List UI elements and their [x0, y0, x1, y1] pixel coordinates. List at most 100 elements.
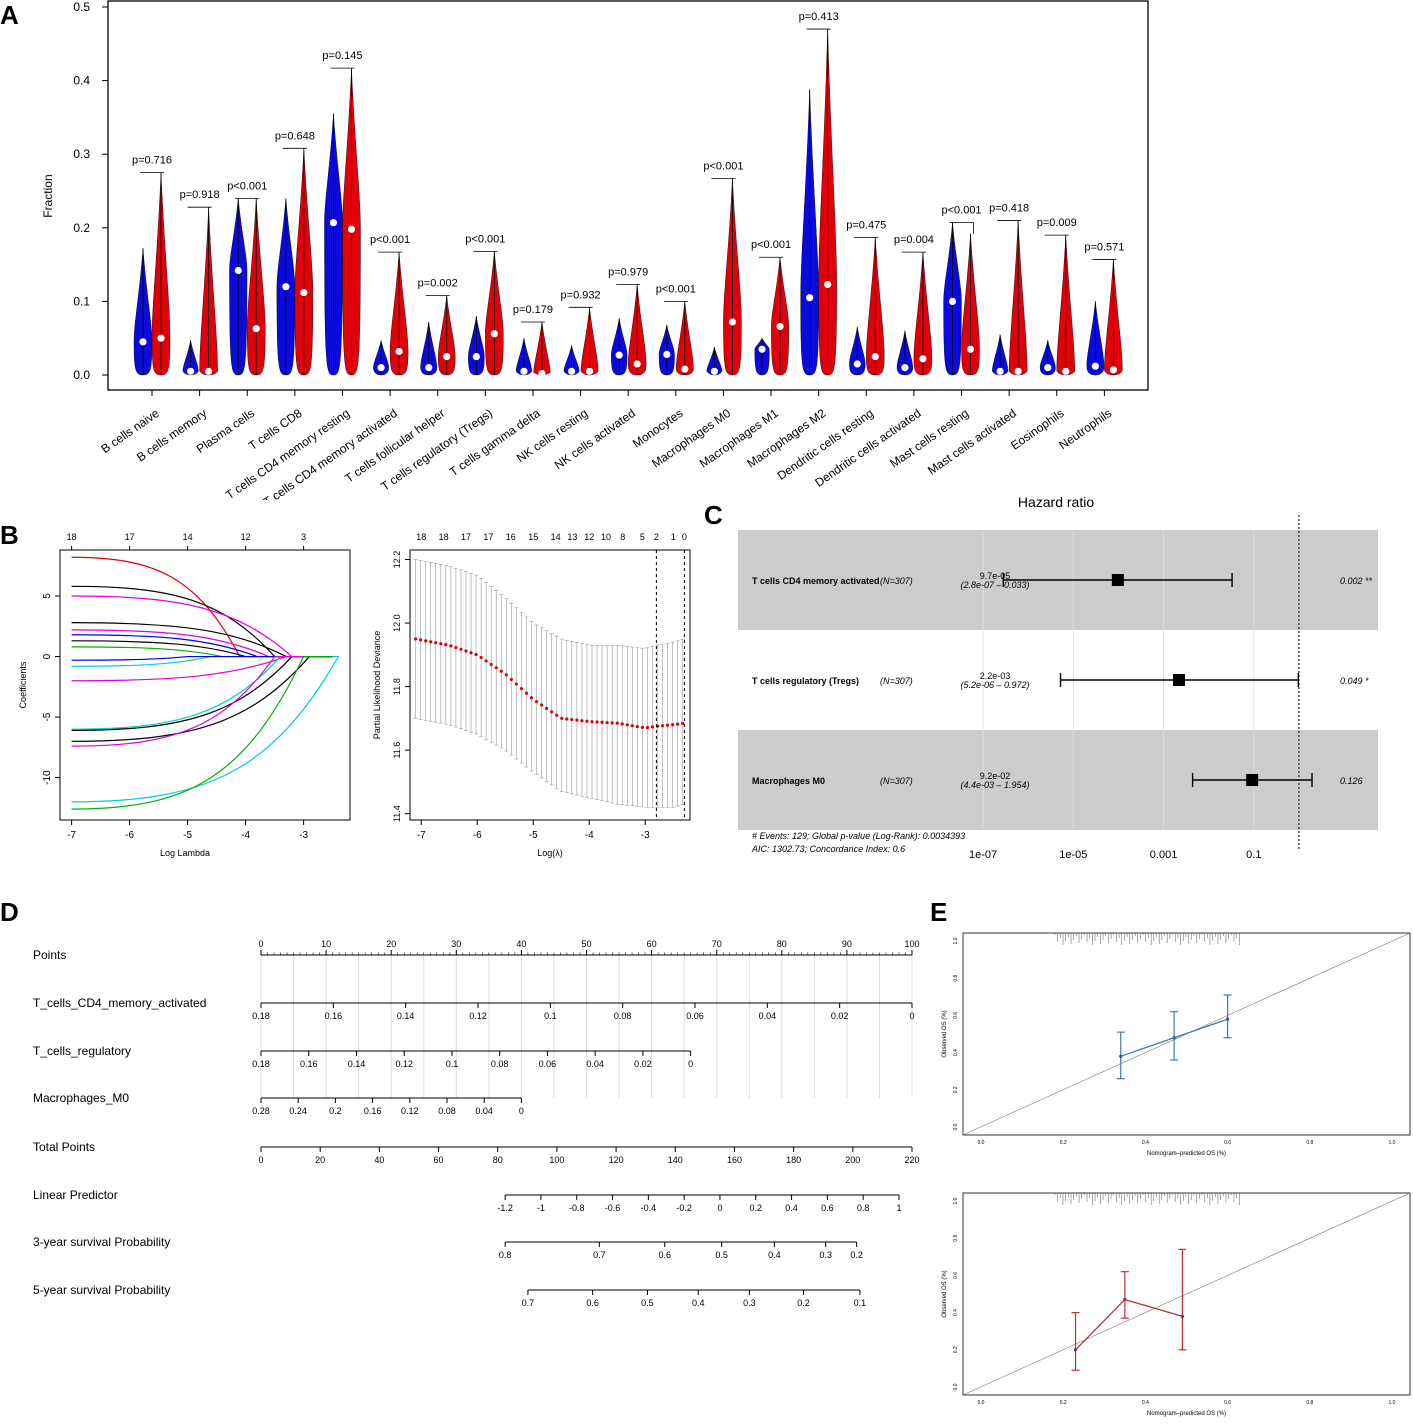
pvalue-label: p=0.145: [322, 50, 362, 62]
row-p: 0.049 *: [1340, 676, 1369, 686]
coef-path-cyan1: [71, 655, 333, 667]
pvalue-label: p=0.716: [132, 155, 172, 167]
pvalue-label: p=0.571: [1084, 241, 1124, 253]
pvalue-label: p<0.001: [703, 160, 743, 172]
top-axis-label: 1: [671, 532, 676, 542]
coef-path-green1: [71, 646, 333, 658]
x-tick-label: Neutrophils: [1056, 406, 1114, 452]
pvalue-label: p=0.648: [275, 130, 315, 142]
violin-median-point: [1014, 367, 1022, 375]
top-axis-label: 18: [439, 532, 449, 542]
x-tick-label: 0.0: [978, 1400, 985, 1406]
axis-tick-label: 0.28: [252, 1106, 270, 1116]
x-tick-label: -5: [529, 830, 538, 841]
cv-point: [610, 721, 614, 725]
row-label: Linear Predictor: [33, 1188, 118, 1202]
violin-median-point: [663, 350, 671, 358]
y-tick-label: 0.0: [953, 1383, 959, 1390]
cv-point: [519, 687, 524, 691]
calibration-line: [1075, 1298, 1183, 1351]
coef-path-magenta3: [71, 655, 333, 682]
coef-path-black1: [71, 585, 333, 658]
row-hr: 2.2e-03: [980, 671, 1011, 681]
lasso-cv-chart: -7 -6 -5 -4 -311.411.611.812.012.218 18 17 17 16…: [372, 532, 691, 858]
cv-point: [580, 719, 584, 723]
x-tick-label: 0.6: [1224, 1400, 1231, 1406]
y-tick-label: 5: [42, 593, 53, 599]
hr-marker: [1173, 674, 1186, 686]
cv-point: [484, 659, 488, 663]
axis-tick-label: 0.5: [641, 1298, 654, 1308]
violin-median-point: [205, 367, 213, 375]
axis-tick-label: 0.24: [289, 1106, 307, 1116]
axis-tick-label: 20: [386, 939, 396, 949]
pvalue-label: p=0.475: [846, 219, 886, 231]
cv-point: [555, 713, 559, 717]
cv-point: [424, 639, 428, 643]
axis-tick-label: 0.6: [821, 1203, 834, 1213]
y-tick-label: 1.0: [953, 937, 959, 944]
top-axis-label: 8: [620, 532, 625, 542]
y-tick-label: 0: [42, 653, 53, 659]
violin-median-point: [157, 334, 165, 342]
cv-point: [635, 724, 639, 729]
panel-label-b: B: [0, 520, 19, 550]
axis-tick-label: 0: [258, 1155, 263, 1165]
row-p: 0.126: [1340, 776, 1363, 786]
axis-tick-label: 70: [712, 939, 722, 949]
axis-tick-label: 0.8: [857, 1203, 870, 1213]
violin-median-point: [806, 294, 814, 302]
cv-point: [429, 640, 433, 644]
row-label: T cells CD4 memory activated: [752, 576, 880, 586]
x-tick-label: 1.0: [1389, 1140, 1396, 1146]
cv-point: [575, 718, 579, 722]
y-tick-label: 1.0: [953, 1197, 959, 1204]
axis-tick-label: -1.2: [497, 1203, 513, 1213]
row-n: (N=307): [880, 676, 913, 686]
x-axis-label: Nomogram–predicted OS (%): [1147, 1151, 1226, 1157]
axis-tick-label: 0.02: [634, 1059, 652, 1069]
violin-median-point: [728, 318, 737, 326]
x-tick-label: T cells gamma delta: [447, 406, 543, 479]
violin-median-point: [282, 283, 290, 291]
violin-median-point: [329, 219, 338, 227]
x-tick-label: -3: [641, 830, 650, 841]
forest-plot: Hazard ratio 1e-07 1e-05 0.001 0.1 T cells CD…: [738, 494, 1378, 861]
y-tick-label: 0.8: [953, 975, 959, 982]
cv-point: [459, 647, 463, 651]
cv-point: [676, 722, 680, 726]
top-axis-label: 14: [551, 532, 561, 542]
row-label: 3-year survival Probability: [33, 1235, 170, 1249]
x-tick-label: 0.8: [1306, 1400, 1313, 1406]
x-tick-label: Eosinophils: [1008, 406, 1066, 453]
x-axis-label: Nomogram–predicted OS (%): [1147, 1411, 1226, 1417]
axis-tick-label: 0.04: [759, 1011, 777, 1021]
coef-path-magenta1: [71, 595, 333, 658]
cv-point: [444, 643, 448, 647]
axis-tick-label: 1: [896, 1203, 901, 1213]
axis-tick-label: 30: [451, 939, 461, 949]
x-tick-label: -6: [473, 830, 482, 841]
row-label: Macrophages_M0: [33, 1091, 129, 1105]
violin-median-point: [443, 353, 451, 361]
y-axis-label: Observed OS (%): [942, 1270, 948, 1317]
cv-point: [499, 669, 503, 673]
axis-tick-label: 0.6: [658, 1250, 671, 1260]
cv-point: [524, 691, 529, 695]
y-tick-label: 0.4: [73, 74, 90, 88]
violin-median-point: [633, 360, 641, 368]
cv-point: [550, 710, 554, 714]
row-hr: 9.7e-05: [980, 571, 1011, 581]
cv-point: [590, 720, 594, 724]
axis-tick-label: 0.3: [819, 1250, 832, 1260]
row-label: Points: [33, 948, 66, 962]
violin-median-point: [966, 345, 975, 353]
violin-median-point: [1109, 366, 1117, 374]
cv-point: [681, 721, 685, 725]
axis-tick-label: 100: [549, 1155, 564, 1165]
violin-median-point: [472, 353, 480, 361]
axis-tick-label: 0.7: [522, 1298, 535, 1308]
x-tick-label: -3: [299, 830, 308, 841]
axis-tick-label: 0.1: [544, 1011, 557, 1021]
row-n: (N=307): [880, 776, 913, 786]
